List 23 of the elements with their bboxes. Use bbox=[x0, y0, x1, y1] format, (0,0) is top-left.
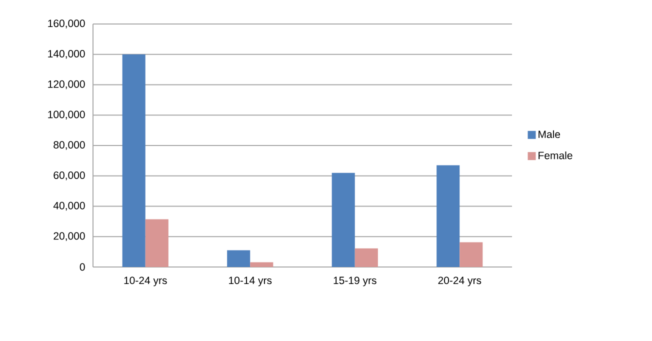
y-tick-label: 40,000 bbox=[53, 202, 85, 211]
bar bbox=[250, 262, 274, 267]
y-tick-label: 120,000 bbox=[48, 80, 85, 90]
y-tick-label: 60,000 bbox=[54, 172, 85, 180]
y-tick-label: 160,000 bbox=[48, 20, 85, 28]
bar bbox=[436, 165, 460, 267]
y-tick-label: 100,000 bbox=[48, 110, 85, 120]
y-tick-label: 20,000 bbox=[54, 232, 85, 241]
y-tick-label: 0 bbox=[80, 263, 85, 271]
bar bbox=[460, 242, 483, 267]
bar bbox=[122, 54, 146, 267]
y-tick-label: 140,000 bbox=[48, 50, 85, 59]
legend-label: Male bbox=[538, 130, 560, 138]
x-tick-label: 20-24 yrs bbox=[438, 276, 482, 286]
bar bbox=[227, 250, 250, 267]
legend-label: Female bbox=[538, 151, 572, 160]
bar bbox=[332, 172, 355, 267]
x-tick-label: 10-24 yrs bbox=[124, 276, 167, 286]
x-tick-label: 15-19 yrs bbox=[334, 276, 376, 286]
bar bbox=[145, 219, 168, 267]
x-tick-label: 10-14 yrs bbox=[229, 276, 272, 286]
y-tick-label: 80,000 bbox=[54, 141, 85, 150]
bar bbox=[354, 248, 378, 267]
